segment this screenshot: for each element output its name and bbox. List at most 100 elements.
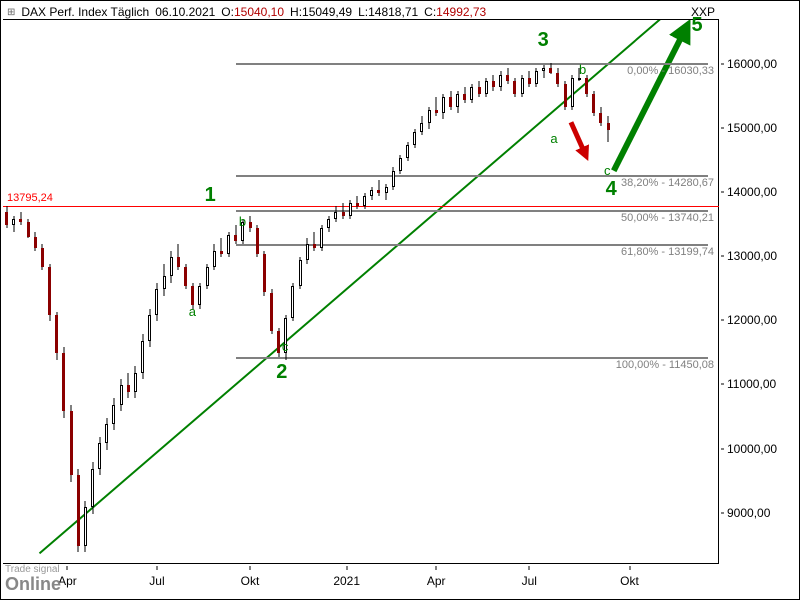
candle (84, 20, 87, 565)
candle (506, 20, 509, 565)
candle (206, 20, 209, 565)
candle (134, 20, 137, 565)
ohlc-close: C:14992,73 (424, 5, 486, 19)
chart-title: DAX Perf. Index Täglich (21, 5, 149, 19)
candle (470, 20, 473, 565)
candle (263, 20, 266, 565)
candle (127, 20, 130, 565)
x-tick-label: Apr (427, 574, 446, 588)
candle (607, 20, 610, 565)
wave-sublabel: c (282, 339, 289, 354)
wave-sublabel: b (239, 214, 246, 229)
wave-label: 5 (692, 14, 703, 37)
candle (62, 20, 65, 565)
candle (435, 20, 438, 565)
x-tick-label: Okt (620, 574, 639, 588)
y-tick-label: 13000,00 (727, 249, 777, 263)
candle (485, 20, 488, 565)
candle (370, 20, 373, 565)
x-tick-label: Okt (241, 574, 260, 588)
candle (34, 20, 37, 565)
candle (98, 20, 101, 565)
price-plot[interactable]: 0,00% - 16030,33 38,20% - 14280,67 50,00% … (3, 19, 719, 564)
candle (406, 20, 409, 565)
candle (163, 20, 166, 565)
candle (513, 20, 516, 565)
candle (342, 20, 345, 565)
chart-container: ⊞ DAX Perf. Index Täglich 06.10.2021 O:1… (0, 0, 800, 600)
expand-icon: ⊞ (7, 7, 15, 18)
wave-label: 4 (606, 178, 617, 201)
candle (428, 20, 431, 565)
candle (463, 20, 466, 565)
x-tick-label: Jul (522, 574, 537, 588)
candle (556, 20, 559, 565)
candle (184, 20, 187, 565)
candle (256, 20, 259, 565)
candle (19, 20, 22, 565)
fib-label: 38,20% - 14280,67 (621, 177, 714, 189)
candle (571, 20, 574, 565)
candle (249, 20, 252, 565)
wave-sublabel: a (550, 131, 557, 146)
candle (528, 20, 531, 565)
candle (478, 20, 481, 565)
x-tick-label: Jul (149, 574, 164, 588)
candle (449, 20, 452, 565)
candle (492, 20, 495, 565)
candle (320, 20, 323, 565)
candle (542, 20, 545, 565)
candle (41, 20, 44, 565)
fib-label: 61,80% - 13199,74 (621, 246, 714, 258)
candle (120, 20, 123, 565)
watermark-logo: Trade signal Online (5, 565, 61, 593)
candle (585, 20, 588, 565)
chart-date: 06.10.2021 (155, 5, 215, 19)
candle (535, 20, 538, 565)
y-tick-label: 15000,00 (727, 121, 777, 135)
candle (284, 20, 287, 565)
candle (413, 20, 416, 565)
candle (112, 20, 115, 565)
wave-sublabel: c (604, 163, 611, 178)
candle (241, 20, 244, 565)
candle (592, 20, 595, 565)
candle (363, 20, 366, 565)
fib-label: 0,00% - 16030,33 (627, 65, 714, 77)
y-tick-label: 16000,00 (727, 57, 777, 71)
candle (291, 20, 294, 565)
candle (141, 20, 144, 565)
candle (356, 20, 359, 565)
fib-label: 50,00% - 13740,21 (621, 212, 714, 224)
candle (549, 20, 552, 565)
candle (420, 20, 423, 565)
ohlc-open: O:15040,10 (221, 5, 284, 19)
candle (91, 20, 94, 565)
x-axis: AprJulOkt2021AprJulOkt (3, 566, 719, 599)
y-tick-label: 9000,00 (727, 506, 770, 520)
candle (306, 20, 309, 565)
ohlc-low: L:14818,71 (358, 5, 418, 19)
candle (55, 20, 58, 565)
candle (456, 20, 459, 565)
candle (105, 20, 108, 565)
candle (578, 20, 581, 565)
candle (399, 20, 402, 565)
candle (234, 20, 237, 565)
candle (327, 20, 330, 565)
candle (213, 20, 216, 565)
y-tick-label: 14000,00 (727, 185, 777, 199)
x-tick-label: 2021 (333, 574, 360, 588)
candle (5, 20, 8, 565)
candle (155, 20, 158, 565)
candle (385, 20, 388, 565)
y-tick-label: 11000,00 (727, 377, 776, 391)
ohlc-high: H:15049,49 (290, 5, 352, 19)
candle (313, 20, 316, 565)
candle (564, 20, 567, 565)
chart-header: ⊞ DAX Perf. Index Täglich 06.10.2021 O:1… (7, 5, 486, 19)
candle (270, 20, 273, 565)
y-axis: 9000,0010000,0011000,0012000,0013000,001… (721, 19, 799, 564)
fib-label: 100,00% - 11450,08 (616, 359, 714, 371)
candle (277, 20, 280, 565)
